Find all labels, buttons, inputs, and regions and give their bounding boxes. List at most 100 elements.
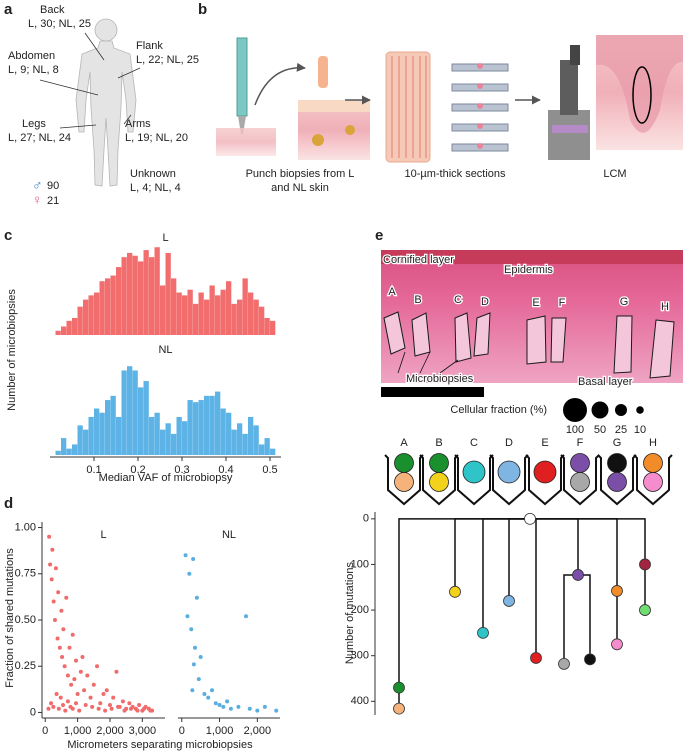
bar [270, 448, 276, 455]
point [228, 706, 233, 711]
point [221, 704, 226, 709]
point [88, 695, 93, 700]
bar [72, 444, 78, 455]
x-tick-label: 2,000 [96, 725, 124, 737]
x-tick-label: 0.3 [174, 464, 189, 476]
bar [182, 295, 188, 335]
bar [132, 255, 138, 335]
clone-label: G [613, 437, 622, 449]
histology-label: Cornified layer [383, 254, 454, 266]
bar [77, 306, 83, 335]
clone-label: E [541, 437, 548, 449]
point [49, 577, 54, 582]
point [135, 708, 140, 713]
point [83, 703, 88, 708]
bar [138, 261, 144, 335]
clone-cup [454, 454, 494, 506]
workflow-step: and NL skin [271, 182, 329, 194]
point [67, 645, 72, 650]
histology-image [381, 250, 683, 397]
x-tick-label: 1,000 [206, 725, 234, 737]
region-label: G [620, 296, 629, 308]
y-tick-label: 300 [351, 650, 369, 662]
bar [198, 400, 204, 455]
workflow-drawings [216, 35, 683, 163]
point [48, 562, 53, 567]
tree-branch [578, 574, 591, 660]
bar [99, 412, 105, 455]
pointer-line [419, 351, 431, 374]
point [53, 566, 58, 571]
clone-cup [560, 454, 600, 506]
bar [187, 289, 193, 335]
point [50, 547, 55, 552]
site-name: Legs [22, 118, 46, 130]
point [183, 553, 188, 558]
body-silhouette [75, 18, 137, 187]
point [109, 706, 114, 711]
legend-title: Cellular fraction (%) [450, 404, 547, 416]
clone-circle [570, 472, 590, 492]
bar [160, 429, 166, 455]
clone-cup [489, 454, 529, 506]
y-tick-label: 0 [30, 706, 36, 718]
point [101, 691, 106, 696]
site-name: Abdomen [8, 50, 55, 62]
point [114, 669, 119, 674]
point [49, 701, 54, 706]
bar [204, 395, 210, 455]
site-counts: L, 30; NL, 25 [28, 18, 91, 30]
bar [110, 275, 116, 335]
fraction-label: 25 [615, 424, 627, 436]
panel-letter: b [198, 1, 207, 18]
x-tick-label: 0.5 [262, 464, 277, 476]
bar [127, 366, 133, 455]
region-label: A [388, 286, 396, 298]
site-name: Arms [125, 118, 151, 130]
clone-label: H [649, 437, 657, 449]
bar [116, 267, 122, 335]
point [191, 556, 196, 561]
point [213, 701, 218, 706]
clone-circle [643, 453, 663, 473]
point [73, 658, 78, 663]
site-counts: L, 22; NL, 25 [136, 54, 199, 66]
x-tick-label: 0 [179, 725, 185, 737]
bar [226, 412, 232, 455]
fraction-label: 10 [634, 424, 646, 436]
fraction-circle [615, 404, 627, 416]
clone-label: A [400, 437, 408, 449]
tree-node [449, 585, 461, 598]
bar [83, 299, 89, 335]
point [127, 701, 132, 706]
bar [138, 387, 144, 455]
y-axis-label: Fraction of shared mutations [4, 548, 16, 688]
clone-circle [497, 460, 521, 484]
workflow-step: 10-µm-thick sections [404, 168, 506, 180]
point [51, 599, 56, 604]
clone-label: B [435, 437, 442, 449]
site-counts: L, 19; NL, 20 [125, 132, 188, 144]
clone-cup [384, 454, 424, 506]
point [148, 708, 153, 713]
point [70, 706, 75, 711]
bar [88, 416, 94, 455]
point [51, 704, 56, 709]
fraction-circle [636, 406, 644, 414]
panel-letter: c [4, 227, 12, 244]
panel-title: NL [158, 344, 172, 356]
bar [165, 423, 171, 455]
bar [187, 400, 193, 455]
tree-node [611, 585, 623, 597]
bar [121, 257, 127, 335]
bar [176, 292, 182, 335]
sex-count: 21 [47, 195, 59, 207]
bar [55, 450, 61, 455]
point [78, 669, 83, 674]
bar [253, 425, 259, 455]
site-counts: L, 4; NL, 4 [130, 182, 181, 194]
tree-branch [454, 518, 530, 592]
point [56, 706, 61, 711]
clone-circle [462, 460, 486, 484]
point [190, 688, 195, 693]
